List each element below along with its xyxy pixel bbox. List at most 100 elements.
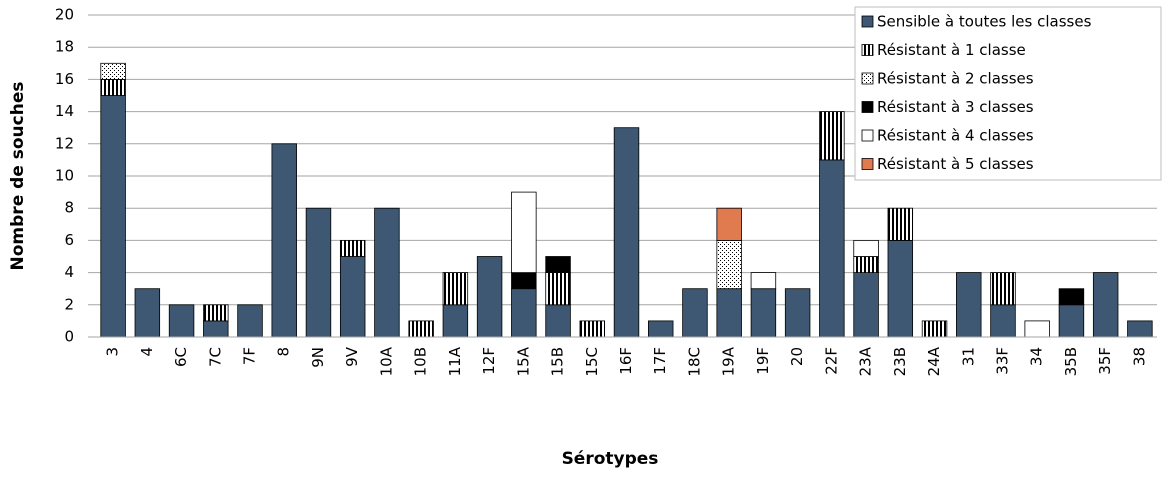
y-tick-label: 14 (55, 102, 74, 120)
legend-label: Sensible à toutes les classes (877, 13, 1092, 31)
bar-segment (545, 256, 571, 274)
legend-label: Résistant à 5 classes (877, 155, 1034, 173)
legend-label: Résistant à 3 classes (877, 98, 1034, 116)
bar-segment (990, 272, 1016, 306)
x-tick-label: 24A (925, 346, 943, 376)
bar-segment (853, 256, 879, 274)
legend-swatch (861, 44, 874, 56)
x-tick-label: 7C (206, 347, 224, 367)
bar-segment (339, 239, 366, 257)
bar-segment (511, 191, 537, 274)
x-tick-label: 17F (651, 347, 669, 375)
bar-segment (442, 304, 469, 338)
y-tick-label: 2 (64, 295, 74, 313)
bar-segment (100, 79, 126, 96)
legend-swatch (861, 129, 874, 142)
x-tick-label: 23A (857, 346, 875, 376)
bar-segment (716, 207, 742, 241)
y-tick-label: 12 (55, 134, 74, 152)
bar-segment (545, 272, 571, 306)
legend-label: Résistant à 1 classe (877, 41, 1026, 59)
x-tick-label: 6C (172, 347, 190, 367)
x-tick-label: 4 (138, 347, 156, 357)
x-tick-label: 3 (104, 347, 122, 357)
x-tick-label: 35B (1062, 347, 1080, 376)
bar-segment (750, 288, 777, 338)
y-axis-title: Nombre de souches (8, 82, 28, 271)
bar-segment (134, 288, 161, 338)
x-tick-label: 10A (377, 346, 395, 376)
x-tick-label: 15A (514, 346, 532, 376)
bar-segment (305, 207, 332, 338)
y-tick-label: 4 (64, 263, 74, 281)
x-tick-label: 8 (275, 347, 293, 357)
bar-segment (613, 127, 640, 338)
bar-segment (511, 288, 537, 338)
bar-segment (819, 159, 845, 338)
bar-segment (203, 320, 229, 338)
x-tick-label: 34 (1028, 347, 1046, 366)
bar-segment (750, 272, 777, 290)
bar-segment (442, 272, 469, 306)
y-tick-label: 6 (64, 231, 74, 249)
x-tick-label: 33F (993, 347, 1011, 375)
bar-segment (1024, 320, 1050, 338)
bar-segment (887, 239, 914, 338)
bar-segment (168, 304, 195, 338)
bar-segment (203, 304, 229, 322)
bar-segment (1092, 272, 1119, 338)
y-tick-label: 18 (55, 38, 74, 56)
x-tick-label: 35F (1096, 347, 1114, 375)
legend-swatch (861, 15, 874, 28)
x-tick-label: 22F (822, 347, 840, 375)
bar-segment (716, 288, 742, 338)
bar-segment (339, 256, 366, 338)
x-tick-label: 19F (754, 347, 772, 375)
x-tick-label: 7F (241, 347, 259, 365)
bar-segment (648, 320, 674, 338)
bar-segment (921, 320, 948, 338)
y-tick-label: 20 (55, 6, 74, 24)
bar-segment (784, 288, 811, 338)
legend-swatch (861, 72, 874, 85)
legend-swatch (861, 158, 874, 170)
bar-segment (853, 239, 879, 257)
bar-segment (100, 62, 126, 80)
y-tick-label: 10 (55, 167, 74, 185)
x-tick-label: 9V (343, 346, 361, 367)
bar-segment (887, 207, 914, 241)
bar-segment (1058, 304, 1085, 338)
bar-segment (408, 320, 434, 338)
x-tick-label: 38 (1130, 347, 1148, 366)
x-tick-label: 9N (309, 347, 327, 368)
x-tick-label: 23B (891, 347, 909, 376)
legend-label: Résistant à 2 classes (877, 70, 1034, 88)
x-tick-label: 19A (720, 346, 738, 376)
y-tick-label: 16 (55, 70, 74, 88)
bar-segment (716, 239, 742, 290)
bar-segment (579, 320, 605, 338)
x-tick-label: 11A (446, 346, 464, 376)
bar-segment (990, 304, 1016, 338)
x-tick-label: 18C (685, 347, 703, 377)
x-tick-label: 12F (480, 347, 498, 375)
bar-segment (476, 256, 503, 338)
y-tick-label: 0 (64, 328, 74, 346)
x-tick-label: 15C (583, 347, 601, 377)
bar-segment (682, 288, 708, 338)
y-tick-label: 8 (64, 199, 74, 217)
legend-box (854, 6, 1162, 181)
bar-segment (374, 207, 400, 338)
bar-segment (853, 272, 879, 338)
bar-segment (237, 304, 263, 338)
x-tick-label: 16F (617, 347, 635, 375)
bar-segment (511, 272, 537, 290)
x-tick-label: 15B (549, 347, 567, 376)
x-tick-label: 20 (788, 347, 806, 366)
bar-segment (1058, 288, 1085, 306)
x-axis-title: Sérotypes (562, 449, 659, 469)
bar-segment (1127, 320, 1153, 338)
x-tick-label: 31 (959, 347, 977, 366)
bar-segment (271, 143, 297, 338)
